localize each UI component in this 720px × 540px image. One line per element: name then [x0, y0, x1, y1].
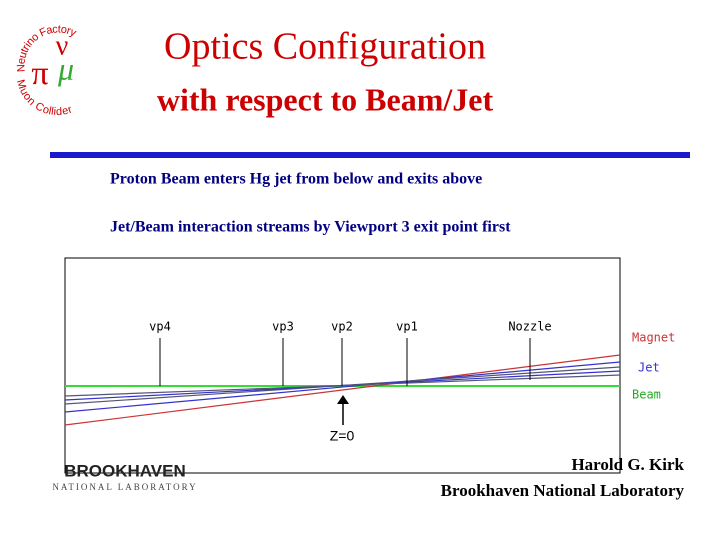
origin-arrowhead [337, 395, 349, 404]
logo-symbol: ν [56, 30, 69, 61]
diagram: vp4 vp3 vp2 vp1 Nozzle Magnet Jet Beam Z… [64, 257, 675, 474]
jet-line [64, 361, 621, 413]
viewport-label: Nozzle [508, 320, 551, 334]
lab-logo-subname: NATIONAL LABORATORY [52, 482, 197, 492]
viewport-label: vp4 [149, 320, 171, 334]
author: Harold G. Kirk [571, 455, 684, 474]
logo-symbol: μ [57, 50, 74, 86]
body-line: Jet/Beam interaction streams by Viewport… [110, 219, 511, 236]
viewport-label: vp1 [396, 320, 418, 334]
lab-logo-name: BROOKHAVEN [64, 461, 186, 480]
magnet-line [64, 354, 621, 426]
legend-label: Beam [632, 388, 661, 402]
logo: Neutrino Factory Muon Collider ν π μ [14, 23, 78, 118]
origin-label: Z=0 [330, 428, 355, 444]
title: Optics Configuration [164, 26, 486, 68]
legend-label: Magnet [632, 331, 675, 345]
subtitle: with respect to Beam/Jet [157, 81, 494, 117]
affiliation: Brookhaven National Laboratory [441, 481, 685, 500]
viewport-label: vp2 [331, 320, 353, 334]
body-line: Proton Beam enters Hg jet from below and… [110, 171, 482, 188]
logo-symbol: π [31, 55, 48, 92]
legend-label: Jet [638, 361, 660, 375]
viewport-label: vp3 [272, 320, 294, 334]
